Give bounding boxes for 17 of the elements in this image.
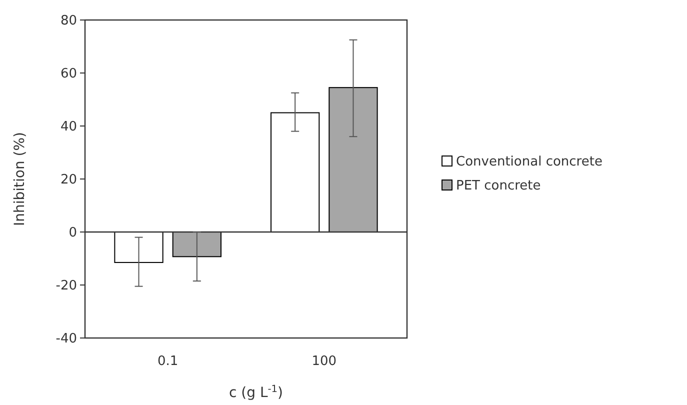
y-tick-label: -40 <box>56 332 77 347</box>
y-tick-label: 60 <box>60 66 77 82</box>
bar <box>172 232 222 258</box>
x-tick-label: 100 <box>312 354 337 369</box>
y-tick-label: 80 <box>60 14 77 29</box>
bar <box>270 112 320 232</box>
x-tick-label: 0.1 <box>158 354 178 369</box>
y-axis-title: Inhibition (%) <box>12 132 28 226</box>
y-tick-label: -20 <box>56 278 77 294</box>
bar <box>114 232 164 263</box>
y-tick-label: 0 <box>68 226 77 241</box>
x-axis-title: c (g L$^{-1}$) <box>229 384 283 401</box>
legend-label: PET concrete <box>456 178 541 194</box>
y-tick-label: 40 <box>60 120 77 135</box>
bar <box>328 87 378 232</box>
y-tick-label: 20 <box>60 172 77 188</box>
legend-label: Conventional concrete <box>456 154 602 170</box>
